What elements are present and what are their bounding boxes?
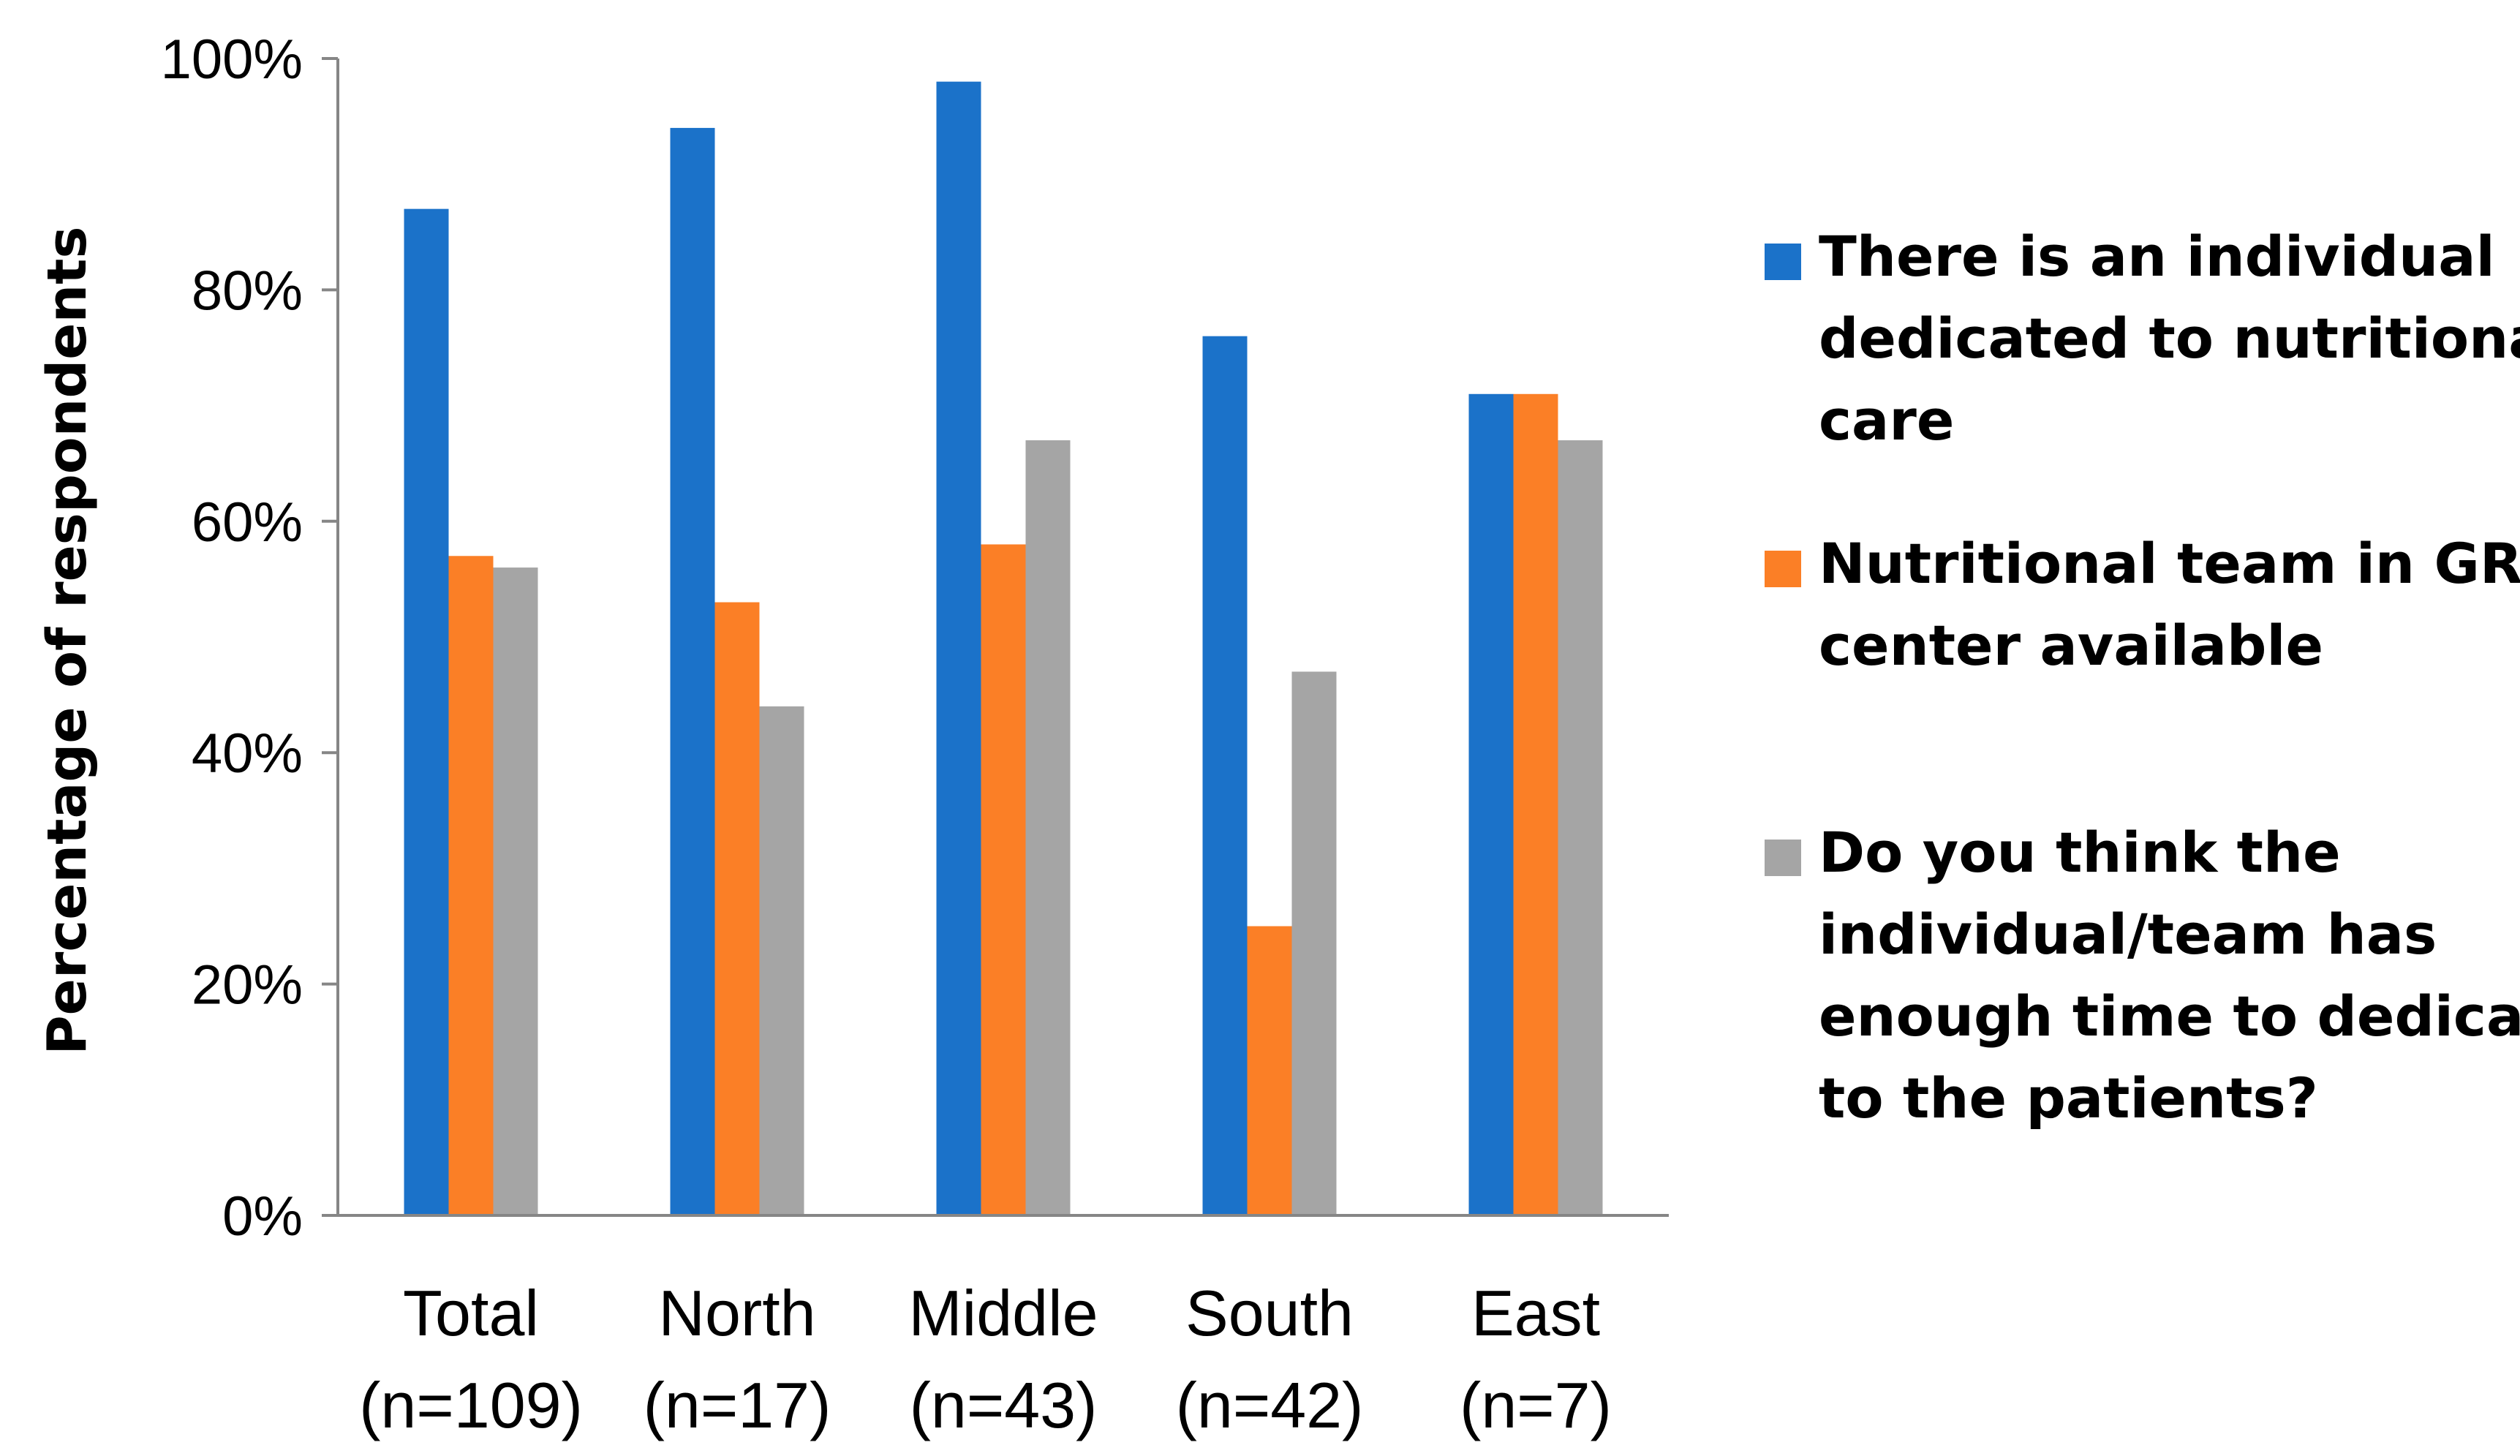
bar-3-north bbox=[759, 706, 804, 1215]
bar-3-middle bbox=[1025, 440, 1071, 1215]
y-tick-label: 60% bbox=[192, 491, 303, 554]
legend-label: to the patients? bbox=[1819, 1065, 2318, 1131]
y-tick-label: 40% bbox=[192, 723, 303, 785]
x-tick-label: (n=109) bbox=[359, 1369, 583, 1441]
x-tick-label: (n=7) bbox=[1460, 1369, 1612, 1441]
bar-2-north bbox=[714, 602, 760, 1215]
x-tick-label: (n=17) bbox=[644, 1369, 831, 1441]
bar-1-north bbox=[670, 127, 715, 1215]
y-tick-label: 80% bbox=[192, 260, 303, 322]
bar-1-middle bbox=[936, 81, 981, 1215]
legend-label: Nutritional team in GR bbox=[1819, 531, 2520, 596]
x-tick-label: Middle bbox=[908, 1277, 1098, 1349]
legend-swatch bbox=[1765, 244, 1801, 280]
bar-3-east bbox=[1558, 440, 1603, 1215]
x-tick-label: (n=42) bbox=[1176, 1369, 1364, 1441]
y-tick-label: 20% bbox=[192, 954, 303, 1016]
bar-2-middle bbox=[981, 544, 1026, 1215]
y-axis-title: Percentage of respondents bbox=[36, 226, 99, 1055]
legend-label: dedicated to nutritional bbox=[1819, 306, 2520, 371]
x-tick-label: (n=43) bbox=[910, 1369, 1098, 1441]
bar-2-south bbox=[1247, 926, 1292, 1215]
legend-swatch bbox=[1765, 551, 1801, 587]
bar-3-total bbox=[493, 567, 538, 1215]
bar-3-south bbox=[1291, 671, 1337, 1215]
bar-1-total bbox=[404, 208, 449, 1215]
legend-label: enough time to dedicate bbox=[1819, 984, 2520, 1049]
legend-label: center available bbox=[1819, 613, 2323, 678]
legend-label: There is an individual bbox=[1819, 224, 2495, 289]
bar-1-south bbox=[1202, 336, 1248, 1216]
x-tick-label: East bbox=[1471, 1277, 1600, 1349]
x-tick-label: North bbox=[658, 1277, 815, 1349]
bar-2-total bbox=[448, 556, 494, 1215]
legend-swatch bbox=[1765, 840, 1801, 876]
y-tick-label: 100% bbox=[161, 29, 303, 91]
bar-1-east bbox=[1468, 393, 1514, 1215]
x-tick-label: Total bbox=[403, 1277, 539, 1349]
legend-label: care bbox=[1819, 388, 1954, 453]
legend-label: individual/team has bbox=[1819, 902, 2437, 967]
y-tick-label: 0% bbox=[222, 1185, 303, 1248]
bar-2-east bbox=[1513, 393, 1558, 1215]
x-tick-label: South bbox=[1185, 1277, 1354, 1349]
legend-label: Do you think the bbox=[1819, 820, 2341, 885]
